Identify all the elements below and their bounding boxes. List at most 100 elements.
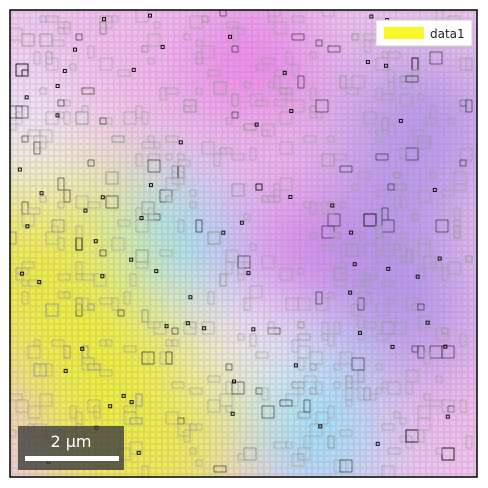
grain-outline [201, 321, 215, 335]
grain-outline [429, 105, 437, 119]
grain-outline [207, 231, 221, 245]
particle-marker [202, 326, 207, 331]
particle-marker [443, 344, 448, 349]
particle-marker [349, 230, 354, 235]
grain-outline [57, 177, 65, 191]
grain-outline [57, 99, 65, 107]
grain-outline [417, 189, 431, 203]
grain-outline [57, 201, 65, 209]
grain-outline [363, 213, 377, 227]
grain-outline [21, 291, 29, 305]
grain-outline [135, 261, 149, 269]
grain-outline [243, 297, 251, 311]
grain-outline [291, 33, 305, 41]
grain-outline [189, 321, 197, 329]
grain-outline [327, 45, 341, 53]
grain-outline [417, 243, 431, 257]
grain-outline [453, 225, 461, 239]
grain-outline [213, 81, 227, 95]
grain-outline [375, 225, 383, 239]
grain-outline [189, 423, 197, 431]
grain-outline [327, 135, 335, 143]
grain-outline [15, 399, 29, 413]
particle-marker [25, 224, 30, 229]
grain-outline [147, 33, 161, 47]
grain-outline [309, 387, 317, 395]
grain-outline [219, 273, 227, 287]
grain-outline [189, 387, 203, 395]
grain-outline [123, 345, 137, 353]
grain-outline [87, 303, 95, 311]
grain-outline [99, 297, 113, 305]
grain-outline [10, 231, 17, 245]
particle-marker [432, 187, 437, 192]
grain-outline [327, 435, 335, 449]
grain-outline [129, 441, 143, 455]
grain-outline [375, 303, 389, 317]
grain-outline [105, 15, 113, 23]
grain-outline [315, 291, 323, 305]
grain-outline [165, 339, 173, 347]
grain-outline [423, 393, 431, 401]
particle-marker [185, 321, 190, 326]
grain-outline [15, 267, 29, 275]
grain-outline [165, 351, 173, 365]
particle-marker [63, 368, 68, 373]
particle-marker [437, 256, 442, 261]
grain-outline [219, 147, 233, 155]
particle-marker [251, 327, 256, 332]
scale-bar: 2 μm [18, 426, 124, 470]
grain-outline [135, 393, 143, 407]
grain-outline [225, 405, 233, 413]
particle-marker [398, 118, 403, 123]
grain-outline [321, 321, 329, 335]
grain-outline [291, 15, 305, 23]
particle-marker [415, 274, 420, 279]
grain-outline [417, 429, 425, 443]
grain-outline [357, 315, 365, 329]
grain-outline [135, 207, 143, 221]
grain-outline [273, 183, 281, 197]
grain-outline [273, 21, 287, 35]
grain-outline [147, 321, 161, 329]
particle-marker [83, 208, 88, 213]
grain-outline [297, 75, 305, 89]
grain-outline [99, 249, 107, 257]
legend-label: data1 [430, 27, 465, 41]
grain-outline [195, 39, 203, 47]
grain-outline [405, 381, 413, 395]
grain-outline [465, 255, 473, 263]
grain-outline [33, 51, 41, 65]
grain-outline [297, 453, 305, 461]
grain-outline [231, 27, 239, 41]
particle-marker [101, 17, 106, 22]
grain-outline [255, 183, 263, 191]
grain-outline [21, 213, 35, 227]
grain-outline [453, 171, 467, 185]
particle-marker [221, 230, 226, 235]
grain-outline [261, 123, 275, 137]
grain-outline [309, 351, 323, 365]
grain-outline [351, 183, 359, 191]
grain-outline [99, 21, 107, 35]
grain-outline [375, 387, 383, 395]
particle-marker [425, 320, 430, 325]
particle-marker [154, 269, 159, 274]
grain-outline [381, 423, 395, 431]
grain-outline [399, 231, 407, 239]
grain-outline [273, 441, 287, 449]
grain-outline [207, 69, 221, 77]
grain-outline [231, 93, 239, 107]
grain-outline [255, 99, 269, 107]
grain-outline [447, 117, 455, 125]
particle-marker [160, 44, 165, 49]
grain-outline [57, 273, 71, 281]
particle-marker [318, 424, 323, 429]
grain-outline [195, 219, 203, 233]
grain-outline [441, 327, 449, 335]
grain-outline [285, 51, 293, 65]
grain-outline [33, 339, 41, 347]
grain-outline [345, 381, 359, 389]
grain-outline [195, 87, 203, 95]
